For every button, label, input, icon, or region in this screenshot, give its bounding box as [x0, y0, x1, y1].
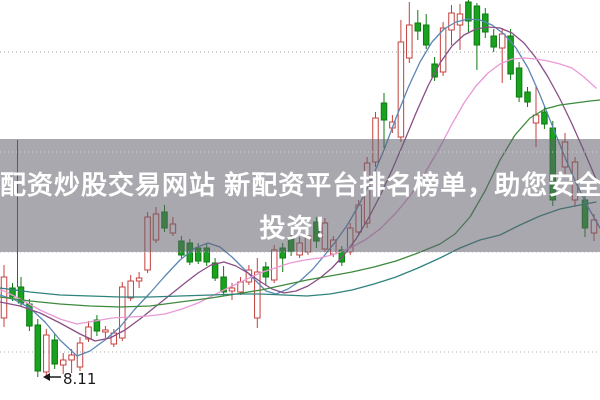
candle [313, 217, 320, 248]
candle [51, 334, 58, 369]
candle [144, 212, 151, 273]
candle [380, 93, 388, 148]
candle [406, 2, 413, 63]
candle [448, 5, 455, 45]
candle [102, 326, 109, 338]
candle [321, 218, 329, 252]
candle [43, 329, 50, 377]
candle [178, 236, 185, 258]
candle [169, 217, 177, 236]
candle [439, 22, 447, 76]
candle [456, 4, 464, 50]
candle [397, 20, 405, 142]
low-price-label: 8.11 [63, 370, 96, 388]
ma-line-ma-slow-green [0, 99, 600, 308]
candle [93, 315, 101, 336]
candle [465, 0, 472, 32]
left-arrow-icon [43, 373, 50, 381]
candle [127, 275, 134, 301]
ma-lines-group [0, 18, 600, 357]
candle [254, 258, 261, 328]
candle [498, 28, 506, 83]
candle [119, 282, 126, 341]
candle [59, 353, 67, 374]
candle [211, 258, 219, 281]
candle [34, 319, 42, 377]
candles-group [0, 0, 598, 377]
candle [237, 277, 244, 295]
candle [287, 234, 295, 256]
candle [161, 205, 168, 232]
price-annotation: 8.11 [43, 370, 96, 388]
ma-line-ma-pink [0, 57, 597, 325]
candle [422, 14, 430, 49]
candle [228, 283, 236, 300]
candle [9, 283, 16, 301]
candle [68, 349, 75, 373]
candle [515, 62, 523, 102]
candle [76, 337, 84, 371]
ma-line-ma-mid-purple [0, 26, 597, 342]
candle [203, 244, 210, 266]
candle [279, 243, 286, 272]
candle [490, 29, 497, 52]
candle [262, 262, 270, 285]
ma-line-ma-fast-blue [0, 18, 600, 357]
candle [507, 29, 514, 80]
candle [135, 272, 143, 288]
candle [524, 87, 531, 107]
candle [372, 112, 379, 167]
candle [431, 57, 438, 81]
gridlines [0, 51, 600, 353]
candle [549, 121, 557, 206]
candle [270, 245, 278, 283]
candle [152, 207, 160, 243]
candle [473, 3, 481, 70]
candle [296, 237, 303, 258]
candle [304, 231, 312, 255]
candle [414, 10, 422, 40]
